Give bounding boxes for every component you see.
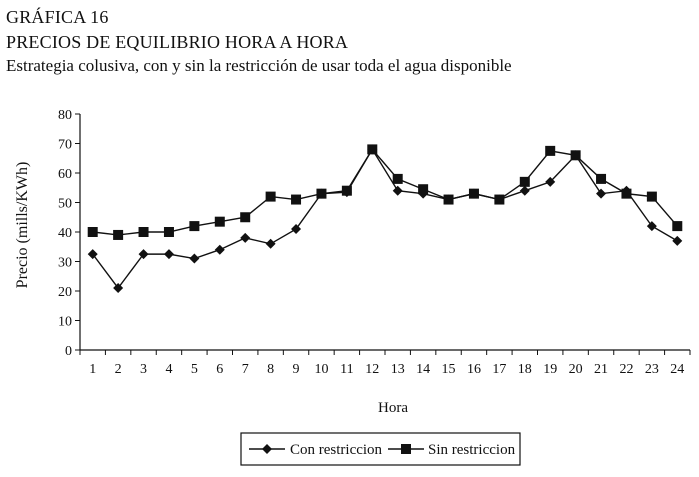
diamond-marker	[291, 224, 302, 235]
x-tick-label: 18	[518, 362, 532, 377]
x-tick-label: 10	[314, 362, 328, 377]
x-tick-label: 3	[140, 362, 147, 377]
y-tick-label: 80	[58, 108, 72, 123]
diamond-marker	[163, 249, 174, 260]
series-sin-restriccion	[87, 144, 683, 240]
x-tick-label: 8	[267, 362, 274, 377]
x-tick-label: 6	[216, 362, 223, 377]
diamond-marker	[519, 185, 530, 196]
x-tick-label: 23	[645, 362, 659, 377]
square-marker	[519, 176, 530, 187]
legend: Con restriccion Sin restriccion	[240, 432, 521, 466]
chart-title: PRECIOS DE EQUILIBRIO HORA A HORA	[6, 32, 349, 52]
diamond-marker	[113, 283, 124, 294]
x-tick-label: 15	[442, 362, 456, 377]
square-marker	[392, 173, 403, 184]
chart-series	[87, 144, 683, 294]
square-marker	[367, 144, 378, 155]
legend-label: Sin restriccion	[428, 442, 516, 458]
square-marker	[189, 221, 200, 232]
square-marker	[545, 145, 556, 156]
square-marker	[401, 444, 411, 454]
y-tick-label: 50	[58, 197, 72, 212]
legend-item: Con restriccion	[249, 442, 383, 458]
y-tick-label: 10	[58, 315, 72, 330]
square-marker	[265, 191, 276, 202]
square-marker	[240, 212, 251, 223]
square-marker	[341, 185, 352, 196]
chart-subtitle: Estrategia colusiva, con y sin la restri…	[6, 56, 512, 75]
y-tick-label: 0	[65, 344, 72, 359]
square-marker	[621, 188, 632, 199]
y-tick-label: 20	[58, 285, 72, 300]
x-axis-ticks: 1 2 3 4 5 6 7 8 9 10 11 12 13 14 15 16 17 18 19 20 21 22 23 24	[79, 350, 691, 377]
x-axis-label: Hora	[378, 400, 408, 416]
square-marker	[672, 221, 683, 232]
diamond-marker	[646, 221, 657, 232]
diamond-marker	[240, 232, 251, 243]
y-axis-ticks: 0 10 20 30 40 50 60 70 80	[58, 108, 80, 359]
x-tick-label: 5	[191, 362, 198, 377]
x-tick-label: 22	[619, 362, 633, 377]
diamond-marker	[392, 185, 403, 196]
diamond-marker	[87, 249, 98, 260]
x-tick-label: 9	[293, 362, 300, 377]
diamond-marker	[672, 235, 683, 246]
square-marker	[443, 194, 454, 205]
square-marker	[138, 227, 149, 237]
x-tick-label: 20	[569, 362, 583, 377]
y-tick-label: 40	[58, 226, 72, 241]
diamond-marker	[138, 249, 149, 260]
square-marker	[494, 194, 505, 205]
diamond-marker	[265, 238, 276, 249]
x-tick-label: 11	[340, 362, 353, 377]
x-tick-label: 19	[543, 362, 557, 377]
square-marker	[646, 191, 657, 202]
square-marker	[418, 184, 429, 195]
x-tick-label: 12	[365, 362, 379, 377]
x-tick-label: 14	[416, 362, 430, 377]
series-con-restriccion	[87, 144, 683, 294]
y-tick-label: 70	[58, 138, 72, 153]
x-tick-label: 2	[115, 362, 122, 377]
x-tick-label: 24	[670, 362, 684, 377]
x-tick-label: 1	[89, 362, 96, 377]
square-marker	[570, 150, 581, 161]
square-marker	[87, 227, 98, 237]
y-axis-label: Precio (mills/KWh)	[14, 162, 31, 289]
x-tick-label: 16	[467, 362, 481, 377]
square-marker	[596, 173, 607, 184]
legend-box	[240, 432, 521, 466]
series-line	[92, 148, 678, 236]
x-tick-label: 4	[165, 362, 172, 377]
x-tick-label: 17	[492, 362, 506, 377]
series-line	[92, 148, 678, 290]
diamond-marker	[189, 253, 200, 264]
x-tick-label: 21	[594, 362, 608, 377]
x-tick-label: 13	[391, 362, 405, 377]
legend-item: Sin restriccion	[388, 442, 516, 458]
diamond-marker	[214, 244, 225, 255]
square-marker	[163, 227, 174, 237]
square-marker	[316, 188, 327, 199]
x-tick-label: 7	[242, 362, 249, 377]
diamond-marker	[545, 176, 556, 187]
square-marker	[113, 229, 124, 240]
legend-label: Con restriccion	[290, 442, 383, 458]
y-tick-label: 30	[58, 256, 72, 271]
figure-label: GRÁFICA 16	[6, 7, 109, 27]
square-marker	[214, 216, 225, 227]
y-tick-label: 60	[58, 167, 72, 182]
diamond-marker	[262, 444, 272, 454]
square-marker	[291, 194, 302, 205]
diamond-marker	[596, 188, 607, 199]
square-marker	[468, 188, 479, 199]
